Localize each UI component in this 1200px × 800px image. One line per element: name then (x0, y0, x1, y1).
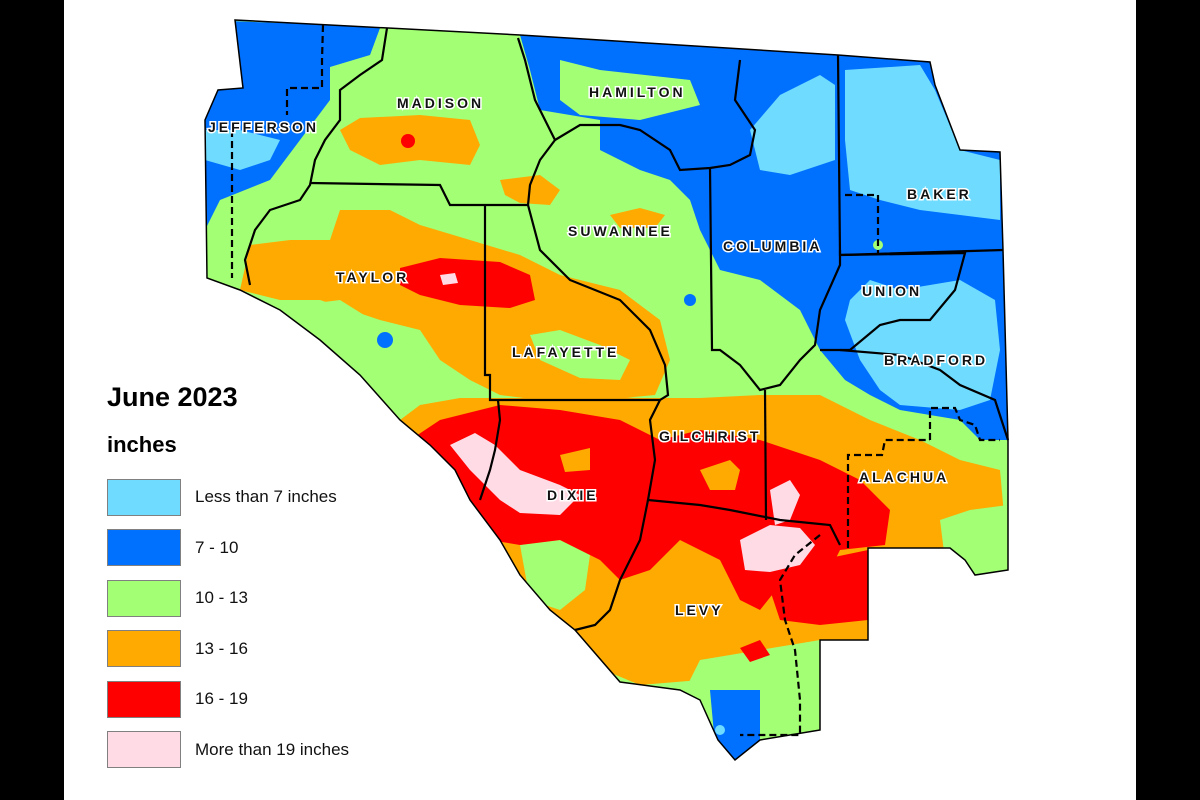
legend-swatch (107, 478, 181, 516)
legend-swatch (107, 630, 181, 668)
legend-item: 7 - 10 (107, 523, 349, 574)
legend-swatch (107, 529, 181, 567)
legend: June 2023 inches Less than 7 inches 7 - … (107, 380, 349, 775)
legend-label: More than 19 inches (195, 739, 350, 759)
map-canvas: JEFFERSON MADISON HAMILTON SUWANNEE COLU… (64, 0, 1136, 800)
legend-label: 16 - 19 (195, 689, 248, 709)
legend-item: Less than 7 inches (107, 472, 349, 523)
label-suwannee: SUWANNEE (568, 223, 673, 239)
label-bradford: BRADFORD (884, 352, 988, 368)
label-jefferson: JEFFERSON (208, 119, 319, 135)
legend-swatch (107, 680, 181, 718)
legend-label: 7 - 10 (195, 537, 239, 557)
label-gilchrist: GILCHRIST (659, 428, 761, 444)
region-boundary (204, 19, 1009, 762)
label-dixie: DIXIE (547, 487, 599, 503)
legend-label: 13 - 16 (195, 638, 248, 658)
county-labels: JEFFERSON MADISON HAMILTON SUWANNEE COLU… (207, 83, 988, 620)
label-union: UNION (862, 283, 922, 299)
label-alachua: ALACHUA (859, 469, 949, 485)
rainfall-zones (205, 20, 1008, 760)
map-title: June 2023 (107, 382, 238, 412)
legend-label: Less than 7 inches (195, 487, 337, 507)
label-columbia: COLUMBIA (723, 238, 822, 254)
label-taylor: TAYLOR (336, 269, 409, 285)
label-baker: BAKER (907, 186, 972, 202)
legend-swatch (107, 579, 181, 617)
label-hamilton: HAMILTON (589, 84, 686, 100)
label-levy: LEVY (675, 602, 724, 618)
unit-label: inches (107, 432, 177, 457)
legend-item: More than 19 inches (107, 725, 349, 776)
legend-item: 13 - 16 (107, 624, 349, 675)
legend-label: 10 - 13 (195, 588, 248, 608)
dashed-boundaries (230, 24, 1000, 737)
county-boundaries (243, 27, 1010, 632)
label-lafayette: LAFAYETTE (512, 344, 619, 360)
legend-item: 10 - 13 (107, 573, 349, 624)
legend-item: 16 - 19 (107, 674, 349, 725)
rainfall-map: JEFFERSON MADISON HAMILTON SUWANNEE COLU… (204, 19, 1010, 762)
legend-swatch (107, 731, 181, 769)
label-madison: MADISON (397, 95, 484, 111)
